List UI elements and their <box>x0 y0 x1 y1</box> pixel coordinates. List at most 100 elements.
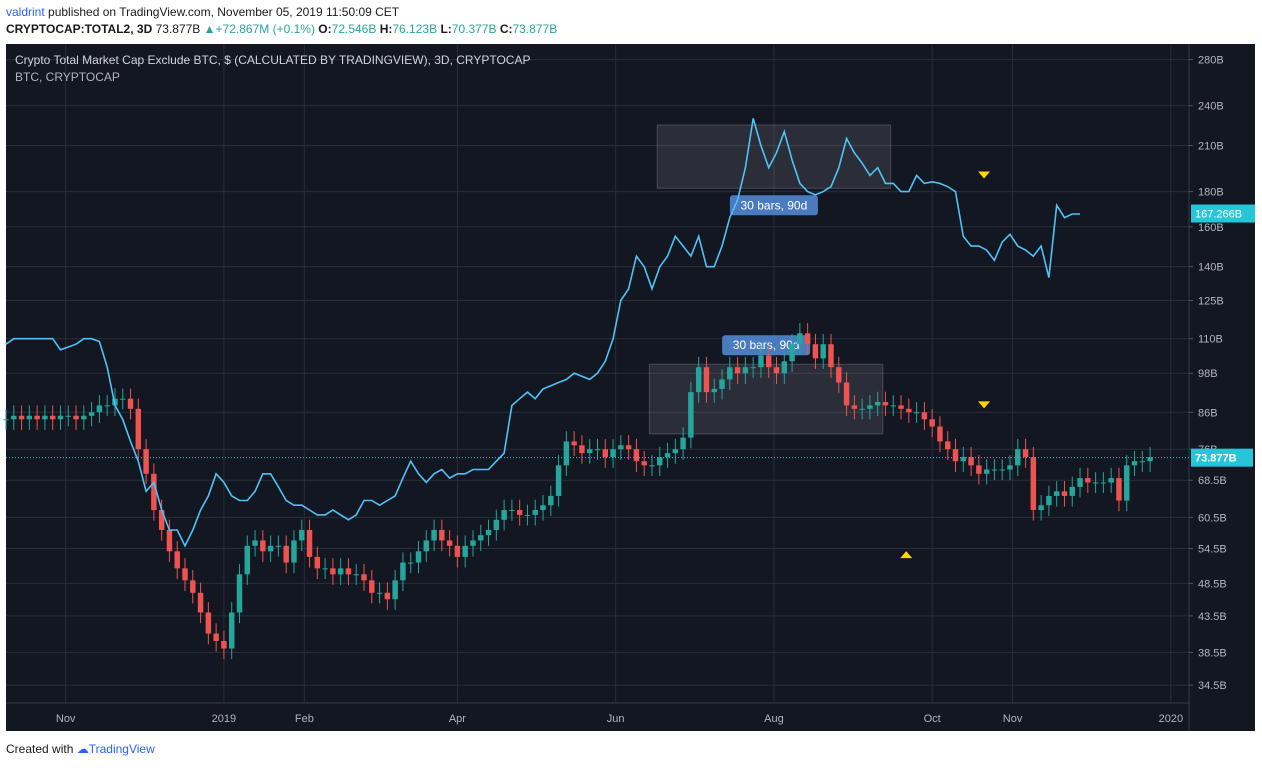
y-tick-label: 180B <box>1198 187 1224 199</box>
candle <box>937 416 943 453</box>
candle <box>431 519 437 552</box>
candle-body <box>1053 491 1060 496</box>
candle <box>633 438 640 472</box>
overlay-title: BTC, CRYPTOCAP <box>15 70 120 84</box>
candle <box>104 395 110 417</box>
candle-body <box>913 412 920 414</box>
candle <box>1030 446 1037 521</box>
candle <box>345 558 352 585</box>
candle-body <box>703 367 710 393</box>
candle-body <box>166 529 173 552</box>
candle-body <box>734 367 741 374</box>
candle <box>664 442 671 468</box>
candle-body <box>26 415 33 420</box>
candle-body <box>299 529 305 541</box>
candle <box>1077 467 1083 498</box>
x-tick-label: Nov <box>1003 713 1023 725</box>
candle <box>983 459 990 485</box>
candle <box>1022 438 1029 468</box>
btc-last-tag <box>1191 204 1255 223</box>
candle-body <box>664 453 671 458</box>
time-axis[interactable]: Nov 2019 Feb Apr Jun Aug Oct Nov 2020 <box>6 702 1189 725</box>
candle-body <box>252 540 258 546</box>
candle <box>306 519 313 568</box>
candle-body <box>369 580 375 593</box>
candle-body <box>602 449 609 458</box>
candle <box>859 398 865 420</box>
y-tick-label: 48.5B <box>1198 578 1227 590</box>
last-value: 73.877B <box>155 22 201 36</box>
y-tick-label: 68.5B <box>1198 475 1227 487</box>
candle-body <box>1007 465 1013 470</box>
candle <box>1092 472 1099 494</box>
candle <box>773 356 780 384</box>
candle-body <box>1092 482 1099 484</box>
last-price-tag <box>1191 448 1253 467</box>
candle-body <box>221 640 227 649</box>
candle <box>197 582 204 624</box>
candle <box>57 405 64 430</box>
arrow-down-marker <box>978 171 991 179</box>
candle-body <box>1100 482 1107 484</box>
candle <box>1131 450 1138 476</box>
candle <box>120 388 126 410</box>
candle-body <box>719 379 725 389</box>
price-axis[interactable]: 280B240B210B180B160B140B125B110B98B86B76… <box>6 44 1255 731</box>
change-value: +72.867M (+0.1%) <box>215 22 315 36</box>
y-tick-label: 240B <box>1198 101 1224 113</box>
candle-body <box>711 388 717 393</box>
candle <box>96 395 103 423</box>
candle <box>688 381 694 449</box>
x-tick-label: Oct <box>924 713 941 725</box>
candle-body <box>882 402 889 406</box>
candle-body <box>571 441 577 446</box>
x-tick-label: Feb <box>295 713 314 725</box>
candle-body <box>1038 505 1044 511</box>
candle-body <box>633 449 640 462</box>
candle-body <box>750 367 756 369</box>
candle <box>929 409 935 438</box>
candle <box>330 558 336 585</box>
candle <box>890 395 896 417</box>
author-link[interactable]: valdrint <box>6 5 45 19</box>
candle <box>423 530 430 562</box>
candle-body <box>1046 495 1052 506</box>
y-tick-label: 60.5B <box>1198 512 1227 524</box>
candle-body <box>151 473 157 511</box>
candle-body <box>353 574 359 576</box>
candle-body <box>843 382 850 406</box>
candle-body <box>773 367 780 374</box>
arrow-down-marker <box>978 401 991 409</box>
y-tick-label: 210B <box>1198 141 1224 153</box>
candle-body <box>57 415 64 420</box>
candle-body <box>1116 478 1122 501</box>
candle <box>602 438 609 468</box>
grid <box>6 44 1189 703</box>
candle-body <box>929 419 935 427</box>
candle-body <box>1124 465 1130 501</box>
y-tick-label: 43.5B <box>1198 611 1227 623</box>
candle-body <box>415 551 422 563</box>
candle <box>579 435 585 464</box>
candle-body <box>104 405 110 407</box>
candle <box>945 431 951 460</box>
x-tick-label: Jun <box>607 713 625 725</box>
candle-body <box>81 415 87 420</box>
y-tick-label: 34.5B <box>1198 680 1227 692</box>
candle-body <box>135 408 142 450</box>
candle <box>3 409 9 430</box>
candle-body <box>283 545 289 563</box>
candle <box>586 438 593 464</box>
candle-body <box>330 568 336 575</box>
candle-body <box>73 415 79 420</box>
candle-body <box>127 398 134 409</box>
candle <box>446 530 453 557</box>
tradingview-link[interactable]: TradingView <box>88 742 155 756</box>
candle-body <box>548 495 554 506</box>
candle <box>478 524 484 552</box>
candle <box>1147 446 1153 472</box>
candle <box>711 378 717 403</box>
candle <box>820 333 826 370</box>
candle-body <box>65 415 71 417</box>
